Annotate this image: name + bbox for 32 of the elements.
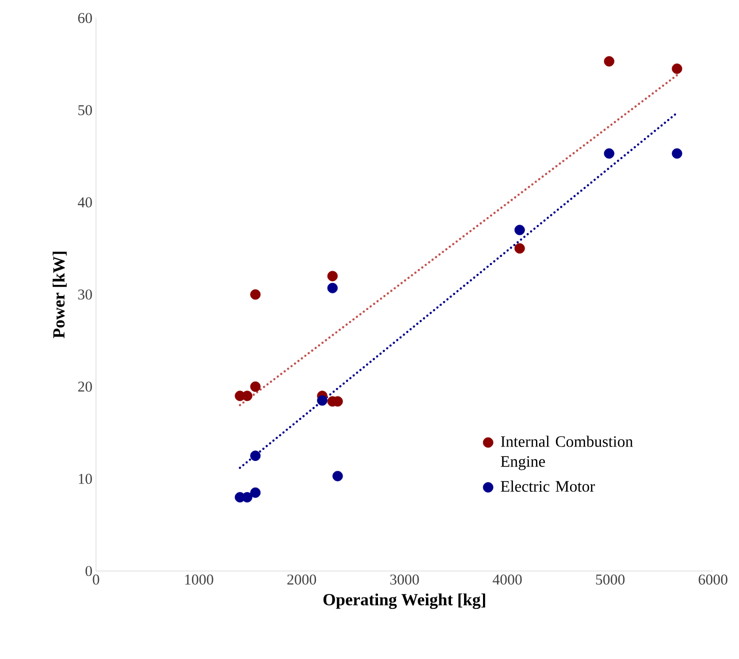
legend-label: Electric Motor [500, 480, 595, 492]
x-tick-label: 5000 [596, 574, 625, 585]
point [604, 56, 614, 67]
x-tick-label: 1000 [185, 574, 214, 585]
y-tick-label: 10 [78, 474, 92, 484]
x-tick-label: 4000 [492, 574, 522, 585]
point [327, 270, 338, 282]
y-tick-label: 30 [78, 289, 92, 300]
point [514, 224, 525, 236]
y-tick-label: 40 [78, 197, 92, 208]
legend-label: Internal Combustion Engine [500, 436, 633, 470]
y-tick-label: 20 [78, 382, 92, 392]
point [250, 381, 261, 392]
point [250, 487, 261, 498]
y-axis-title: Power [kW] [52, 252, 67, 338]
point [514, 243, 525, 254]
point [672, 63, 682, 74]
x-tick-label: 6000 [698, 574, 728, 585]
point [317, 395, 328, 406]
y-tick-label: 60 [78, 12, 92, 24]
x-tick-label: 0 [92, 574, 100, 585]
y-tick-label: 50 [78, 105, 92, 116]
point [250, 289, 261, 300]
point [672, 148, 682, 159]
point [604, 148, 614, 159]
y-tick-label: 0 [86, 566, 92, 576]
point [327, 282, 338, 294]
x-axis-title: Operating Weight [kg] [323, 593, 486, 609]
x-tick-label: 3000 [390, 574, 419, 585]
x-tick-label: 2000 [287, 574, 316, 585]
point [332, 470, 343, 482]
point [250, 450, 261, 461]
